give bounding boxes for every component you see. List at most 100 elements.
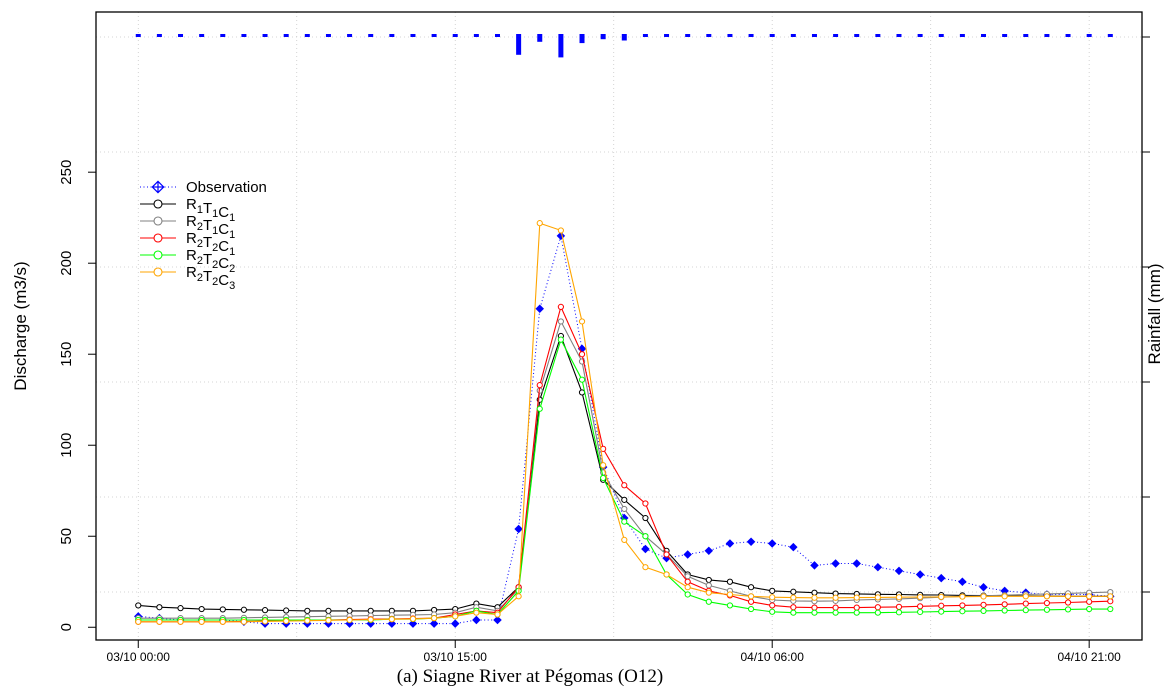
series-point-observation	[873, 562, 883, 572]
series-point-r2t2c2	[1001, 607, 1008, 614]
series-point-r2t2c2	[557, 336, 564, 343]
series-point-r2t2c3	[346, 616, 353, 624]
series-point-r1t1c1	[790, 588, 797, 595]
series-point-r2t2c3	[621, 536, 628, 543]
y-tick-label: 50	[58, 528, 75, 545]
series-point-r1t1c1	[642, 514, 649, 522]
series-point-r2t2c3	[917, 593, 924, 601]
series-point-r2t2c2	[1107, 605, 1114, 613]
series-point-r2t2c3	[304, 617, 311, 624]
legend-label: R2T2C1	[186, 230, 235, 258]
series-point-r2t2c2	[705, 598, 712, 605]
series-point-r2t2c3	[853, 594, 860, 601]
series-point-observation	[979, 582, 988, 592]
series-point-observation	[472, 615, 481, 625]
series-point-r2t2c3	[1043, 593, 1051, 600]
legend-marker	[153, 233, 163, 243]
rainfall-bar	[199, 34, 205, 37]
series-point-observation	[746, 537, 756, 546]
rainfall-bar	[875, 34, 881, 37]
series-point-r2t2c1	[1086, 598, 1093, 605]
series-point-r1t1c1	[177, 605, 184, 612]
series-point-r2t2c3	[832, 594, 839, 601]
rainfall-bar	[283, 34, 289, 37]
series-point-r2t2c3	[980, 593, 987, 600]
series-point-r2t2c2	[621, 518, 628, 525]
rainfall-bar	[347, 34, 353, 37]
series-point-observation	[450, 619, 460, 628]
series-point-observation	[937, 573, 946, 583]
series-point-r2t1c1	[705, 582, 712, 589]
series-line-r2t2c3	[138, 222, 1111, 623]
series-point-r1t1c1	[304, 607, 311, 614]
series-line-observation	[138, 235, 1111, 625]
series-point-r2t2c3	[726, 591, 734, 598]
series-point-observation	[831, 559, 840, 568]
series-point-observation	[958, 577, 967, 586]
series-point-r2t2c3	[874, 594, 881, 601]
series-point-r2t2c2	[811, 609, 818, 616]
rainfall-bar	[854, 34, 860, 37]
rainfall-bar	[1107, 34, 1113, 37]
series-point-r2t2c3	[240, 618, 248, 625]
series-point-r2t2c2	[578, 376, 586, 383]
series-point-r2t2c3	[1086, 593, 1093, 600]
series-point-r2t2c3	[557, 227, 564, 234]
series-point-r2t2c1	[1043, 599, 1051, 607]
series-point-r2t2c2	[600, 474, 607, 482]
series-point-r1t1c1	[283, 607, 290, 614]
rainfall-bar	[685, 34, 691, 37]
figure-caption: (a) Siagne River at Pégomas (O12)	[397, 666, 663, 687]
rainfall-bar	[156, 34, 162, 37]
rainfall-bar	[368, 34, 374, 37]
rainfall-bar	[262, 34, 268, 37]
series-point-r2t2c3	[156, 618, 163, 625]
series-point-r2t2c2	[1086, 605, 1093, 613]
series-point-r1t1c1	[198, 605, 205, 613]
series-point-observation	[789, 542, 798, 552]
rainfall-bar	[304, 34, 310, 37]
grid-lines	[96, 12, 1142, 640]
x-tick-label: 03/10 15:00	[424, 650, 488, 664]
x-tick-label: 04/10 21:00	[1057, 650, 1121, 664]
series-point-observation	[810, 561, 819, 570]
series-point-r2t2c1	[536, 382, 543, 389]
rainfall-bar	[178, 34, 184, 37]
series-point-observation	[641, 544, 650, 554]
rainfall-bar	[473, 34, 479, 37]
rainfall-bar	[706, 34, 712, 37]
rainfall-bar	[748, 34, 754, 37]
series-point-r2t2c1	[642, 500, 649, 507]
series-point-r2t2c2	[726, 602, 734, 609]
legend-item-r2t2c1: R2T2C1	[140, 230, 235, 258]
series-point-observation	[704, 546, 714, 556]
legend-marker	[153, 267, 163, 277]
series-point-r2t2c2	[938, 608, 945, 615]
series-point-r2t2c3	[959, 593, 966, 600]
series-point-r2t2c3	[684, 584, 691, 591]
series-point-observation	[767, 539, 777, 548]
discharge-series	[134, 220, 1115, 628]
rainfall-bar	[494, 34, 500, 37]
series-point-observation	[577, 344, 587, 353]
series-point-r2t2c2	[832, 609, 839, 616]
series-point-r2t2c2	[1022, 607, 1029, 614]
series-point-r2t2c1	[811, 604, 818, 611]
series-point-r2t2c2	[536, 405, 543, 412]
series-point-r2t2c3	[769, 594, 776, 601]
rainfall-bar	[959, 34, 965, 37]
series-point-r2t2c3	[325, 617, 332, 624]
series-point-r1t1c1	[811, 589, 818, 596]
series-point-r2t2c3	[600, 462, 607, 469]
series-point-r1t1c1	[219, 606, 226, 613]
series-point-r2t2c3	[261, 618, 269, 625]
series-point-r2t2c3	[811, 594, 818, 601]
series-point-r2t2c1	[959, 602, 966, 609]
series-point-r2t2c3	[705, 589, 712, 596]
series-point-r2t2c3	[1107, 593, 1114, 600]
series-point-r2t2c3	[198, 618, 205, 625]
series-point-r2t2c1	[769, 602, 776, 609]
series-point-observation	[514, 524, 523, 534]
series-point-r2t2c3	[1022, 593, 1029, 600]
